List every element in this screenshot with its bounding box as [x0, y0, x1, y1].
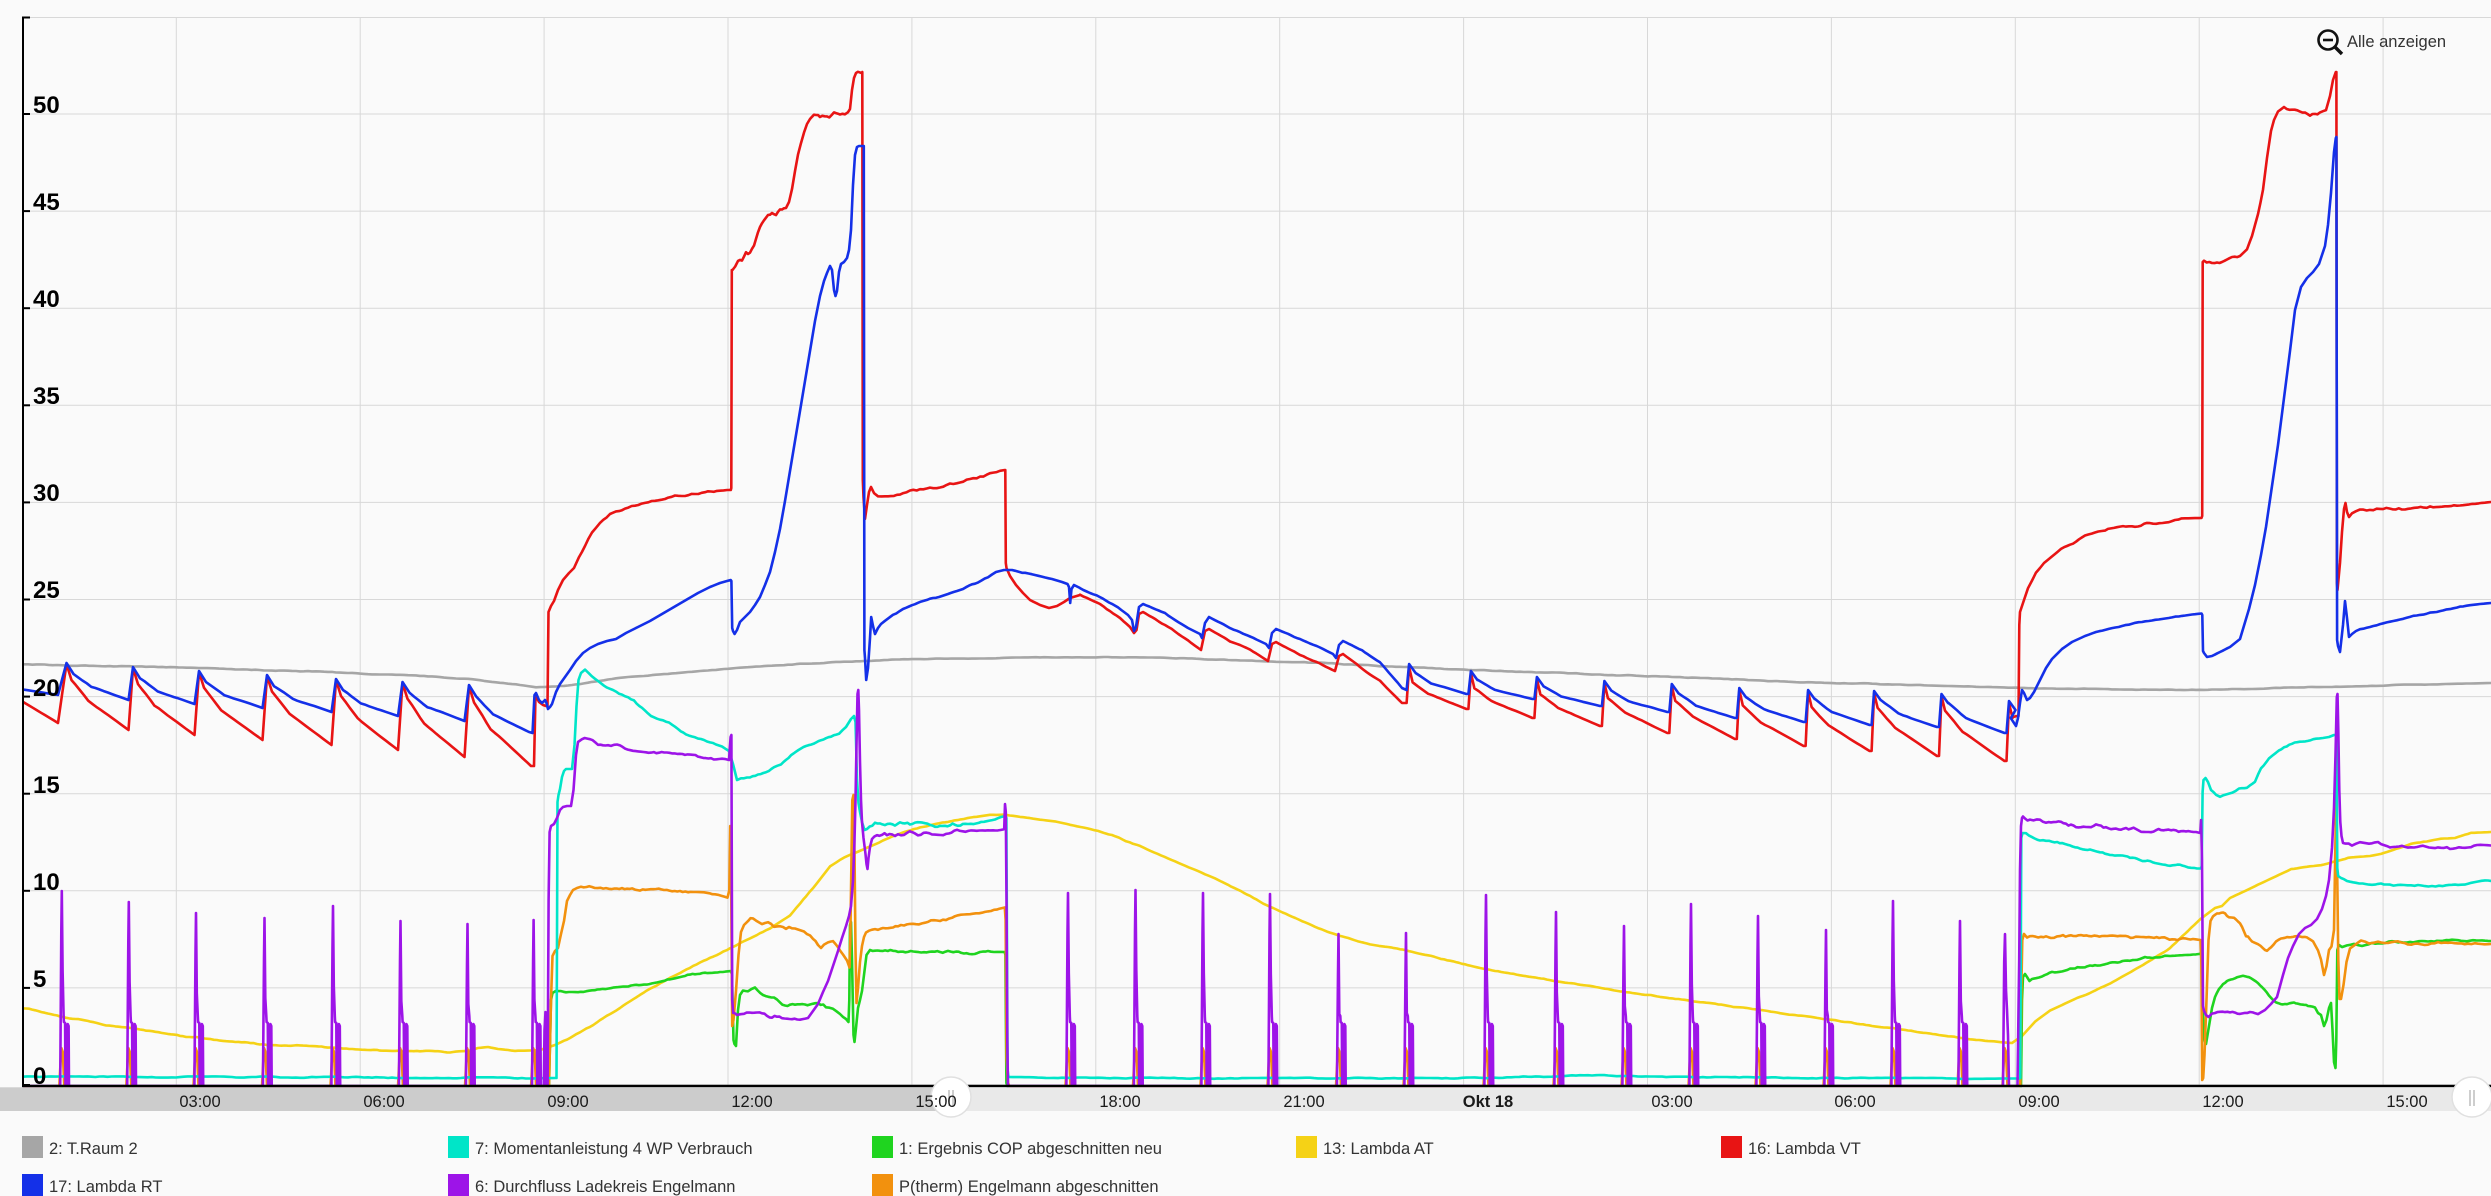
- svg-text:09:00: 09:00: [547, 1093, 588, 1111]
- svg-text:50: 50: [33, 92, 60, 119]
- svg-text:1: Ergebnis COP abgeschnitten: 1: Ergebnis COP abgeschnitten neu: [899, 1140, 1162, 1158]
- svg-text:17: Lambda RT: 17: Lambda RT: [49, 1178, 162, 1196]
- svg-text:25: 25: [33, 577, 60, 604]
- svg-text:Okt 18: Okt 18: [1463, 1093, 1513, 1111]
- svg-text:45: 45: [33, 189, 60, 216]
- svg-text:21:00: 21:00: [1283, 1093, 1324, 1111]
- svg-text:12:00: 12:00: [731, 1093, 772, 1111]
- svg-text:7: Momentanleistung 4 WP Verbr: 7: Momentanleistung 4 WP Verbrauch: [475, 1140, 753, 1158]
- svg-text:12:00: 12:00: [2202, 1093, 2243, 1111]
- svg-text:15:00: 15:00: [2386, 1093, 2427, 1111]
- svg-text:06:00: 06:00: [1834, 1093, 1875, 1111]
- svg-text:35: 35: [33, 383, 60, 410]
- svg-text:P(therm) Engelmann abgeschnitt: P(therm) Engelmann abgeschnitten: [899, 1178, 1159, 1196]
- svg-text:15:00: 15:00: [915, 1093, 956, 1111]
- svg-text:09:00: 09:00: [2018, 1093, 2059, 1111]
- svg-text:40: 40: [33, 286, 60, 313]
- svg-text:30: 30: [33, 480, 60, 507]
- svg-text:18:00: 18:00: [1099, 1093, 1140, 1111]
- svg-text:6: Durchfluss Ladekreis Engelm: 6: Durchfluss Ladekreis Engelmann: [475, 1178, 735, 1196]
- svg-text:2: T.Raum 2: 2: T.Raum 2: [49, 1140, 138, 1158]
- svg-text:13: Lambda AT: 13: Lambda AT: [1323, 1140, 1434, 1158]
- svg-text:10: 10: [33, 869, 60, 896]
- svg-text:06:00: 06:00: [363, 1093, 404, 1111]
- svg-text:03:00: 03:00: [179, 1093, 220, 1111]
- svg-text:16: Lambda VT: 16: Lambda VT: [1748, 1140, 1861, 1158]
- svg-text:Alle anzeigen: Alle anzeigen: [2347, 33, 2446, 51]
- svg-text:5: 5: [33, 966, 46, 993]
- svg-text:03:00: 03:00: [1651, 1093, 1692, 1111]
- svg-text:20: 20: [33, 675, 60, 702]
- svg-text:15: 15: [33, 772, 60, 799]
- svg-text:0: 0: [33, 1063, 46, 1090]
